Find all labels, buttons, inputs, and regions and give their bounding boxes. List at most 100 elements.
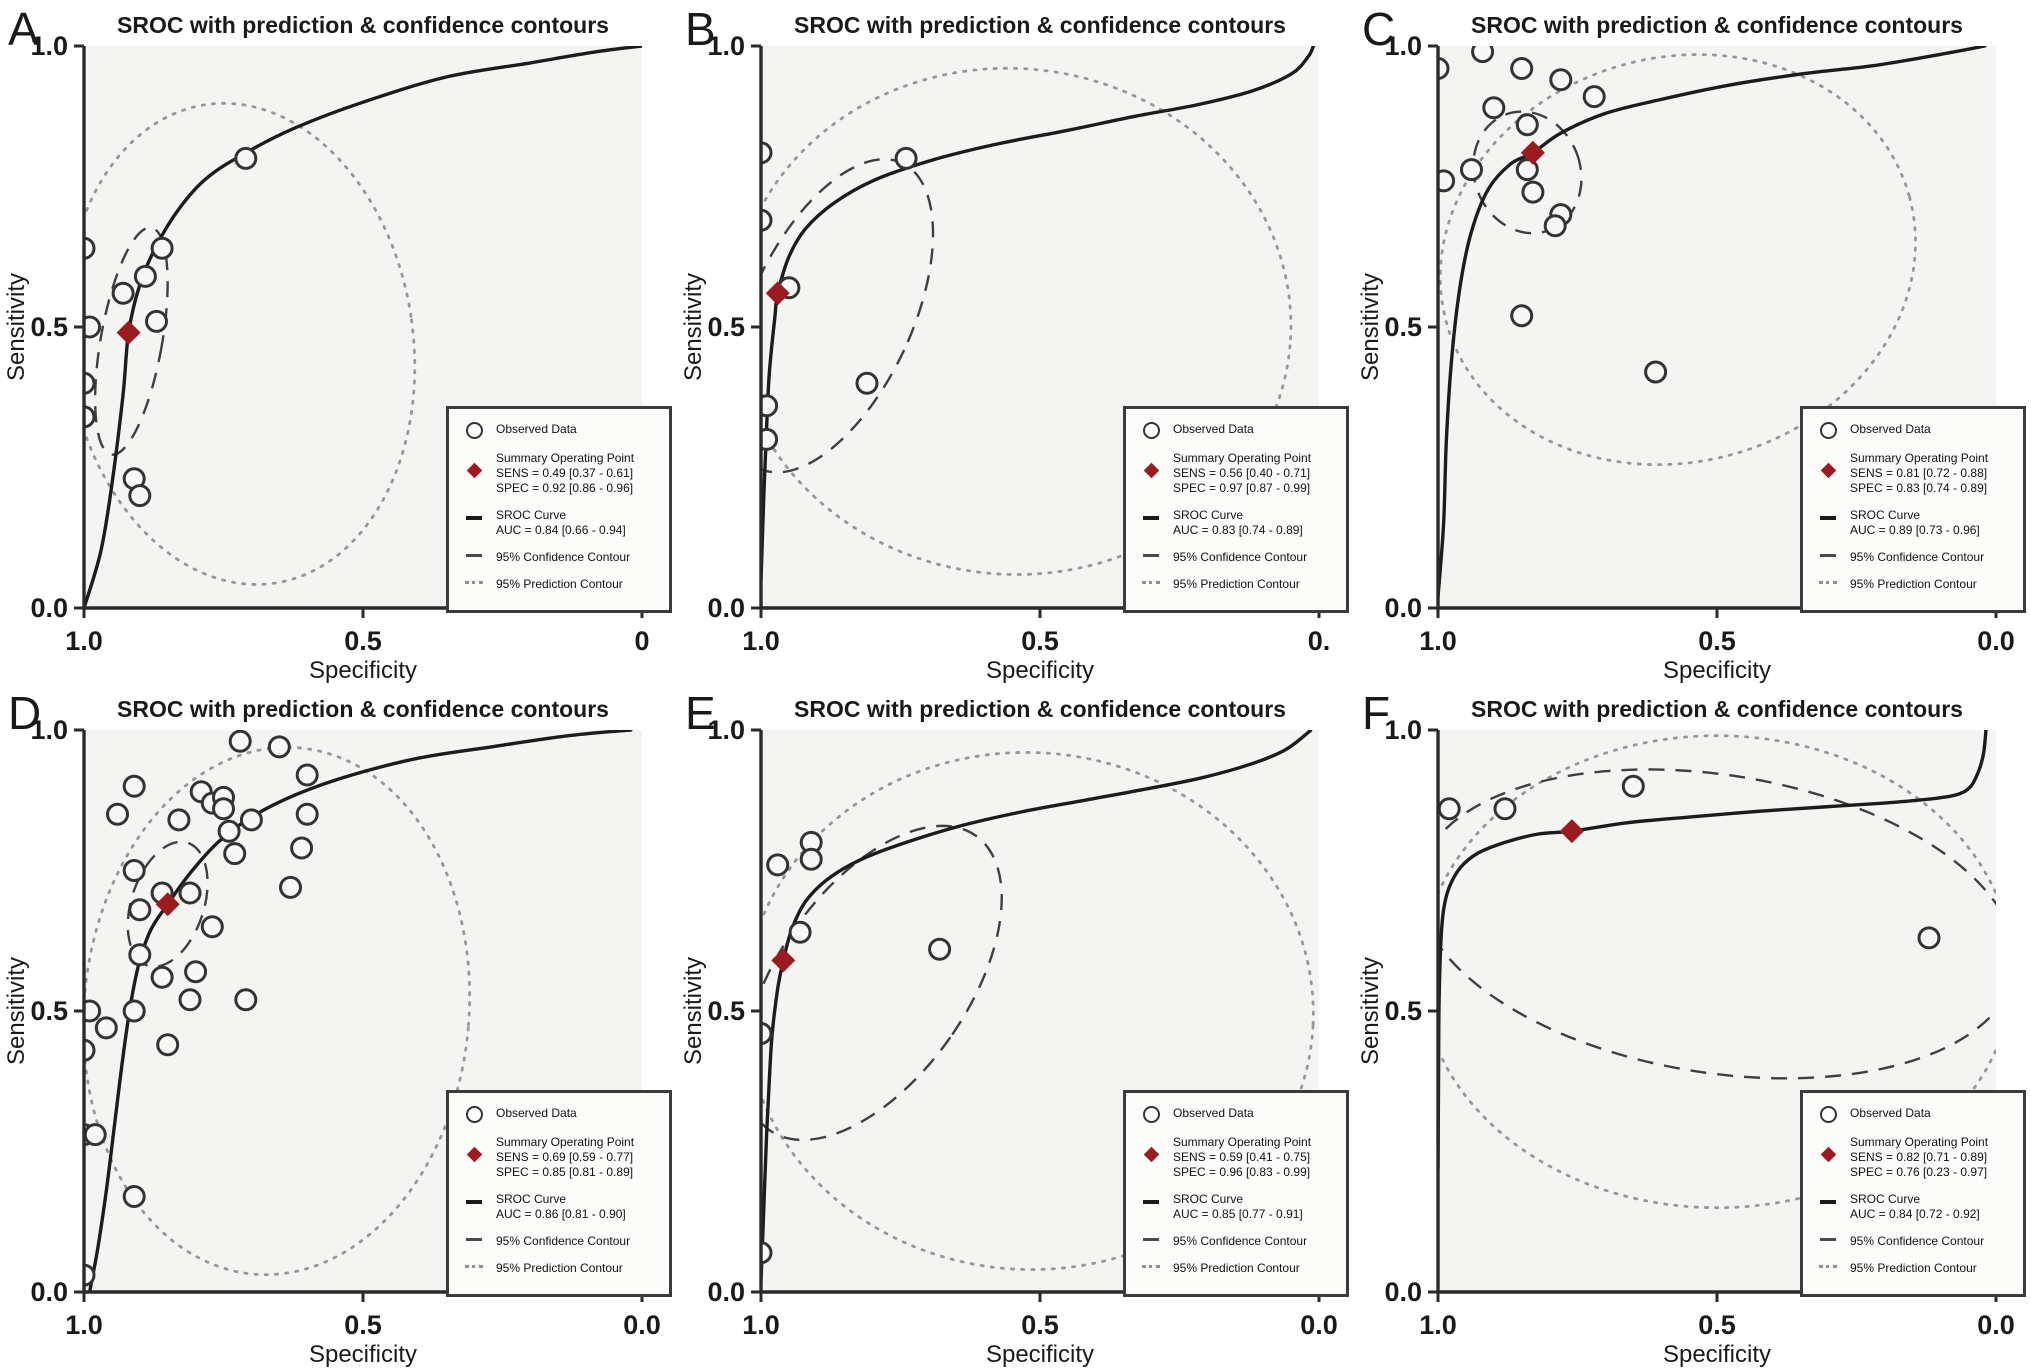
legend-confidence-label: 95% Confidence Contour bbox=[1173, 1234, 1308, 1248]
legend-sens-value: SENS = 0.49 [0.37 - 0.61] bbox=[496, 466, 634, 480]
legend-observed-label: Observed Data bbox=[496, 422, 577, 436]
svg-text:Sensitivity: Sensitivity bbox=[1357, 273, 1384, 381]
legend-prediction-label: 95% Prediction Contour bbox=[1173, 577, 1300, 591]
prediction-contour-icon bbox=[465, 1265, 483, 1268]
legend-summary-title: Summary Operating Point bbox=[1850, 1135, 1989, 1149]
panel-letter: B bbox=[685, 3, 716, 55]
panel-title: SROC with prediction & confidence contou… bbox=[117, 12, 609, 38]
legend-confidence-label: 95% Confidence Contour bbox=[496, 550, 631, 564]
sroc-curve-icon bbox=[1820, 516, 1836, 520]
legend-item-prediction: 95% Prediction Contour bbox=[461, 577, 661, 592]
legend-box: Observed Data Summary Operating Point SE… bbox=[1123, 1090, 1349, 1297]
svg-text:Specificity: Specificity bbox=[986, 1341, 1094, 1368]
legend-item-sroc: SROC Curve AUC = 0.85 [0.77 - 0.91] bbox=[1138, 1192, 1338, 1222]
legend-item-confidence: 95% Confidence Contour bbox=[461, 1234, 661, 1249]
legend-sens-value: SENS = 0.81 [0.72 - 0.88] bbox=[1850, 466, 1988, 480]
confidence-contour-icon bbox=[1143, 554, 1159, 557]
prediction-contour-icon bbox=[1142, 581, 1160, 584]
legend-item-summary: Summary Operating Point SENS = 0.49 [0.3… bbox=[461, 451, 661, 496]
legend-auc-value: AUC = 0.84 [0.66 - 0.94] bbox=[496, 523, 626, 537]
legend-summary-title: Summary Operating Point bbox=[1850, 451, 1989, 465]
legend-item-confidence: 95% Confidence Contour bbox=[1815, 1234, 2015, 1249]
panel-letter: C bbox=[1362, 3, 1396, 55]
legend-sroc-title: SROC Curve bbox=[1173, 508, 1244, 522]
legend-sens-value: SENS = 0.59 [0.41 - 0.75] bbox=[1173, 1150, 1311, 1164]
svg-text:Sensitivity: Sensitivity bbox=[680, 273, 707, 381]
legend-observed-label: Observed Data bbox=[496, 1106, 577, 1120]
legend-prediction-label: 95% Prediction Contour bbox=[1850, 1261, 1977, 1275]
summary-point-icon bbox=[1820, 1146, 1836, 1163]
svg-text:0.5: 0.5 bbox=[1384, 312, 1422, 342]
legend-item-confidence: 95% Confidence Contour bbox=[1138, 1234, 1338, 1249]
svg-text:0.5: 0.5 bbox=[707, 996, 745, 1026]
legend-spec-value: SPEC = 0.96 [0.83 - 0.99] bbox=[1173, 1165, 1311, 1179]
legend-item-observed: Observed Data bbox=[461, 422, 661, 439]
panel-b: B SROC with prediction & confidence cont… bbox=[677, 0, 1354, 684]
legend-prediction-label: 95% Prediction Contour bbox=[496, 577, 623, 591]
svg-text:1.0: 1.0 bbox=[742, 1310, 780, 1340]
confidence-contour-icon bbox=[466, 1238, 482, 1241]
legend-box: Observed Data Summary Operating Point SE… bbox=[446, 406, 672, 613]
svg-text:1.0: 1.0 bbox=[707, 715, 745, 745]
legend-confidence-label: 95% Confidence Contour bbox=[1850, 550, 1985, 564]
svg-text:0.0: 0.0 bbox=[1977, 1310, 2015, 1340]
legend-item-observed: Observed Data bbox=[1815, 1106, 2015, 1123]
legend-observed-label: Observed Data bbox=[1173, 1106, 1254, 1120]
panel-f: F SROC with prediction & confidence cont… bbox=[1354, 684, 2031, 1368]
legend-item-observed: Observed Data bbox=[1138, 1106, 1338, 1123]
legend-item-observed: Observed Data bbox=[1138, 422, 1338, 439]
svg-text:1.0: 1.0 bbox=[1419, 1310, 1457, 1340]
legend-item-summary: Summary Operating Point SENS = 0.59 [0.4… bbox=[1138, 1135, 1338, 1180]
legend-item-confidence: 95% Confidence Contour bbox=[461, 550, 661, 565]
legend-prediction-label: 95% Prediction Contour bbox=[496, 1261, 623, 1275]
legend-sroc-title: SROC Curve bbox=[1850, 508, 1921, 522]
svg-text:0.5: 0.5 bbox=[344, 626, 382, 656]
svg-text:0.5: 0.5 bbox=[1384, 996, 1422, 1026]
svg-text:0.5: 0.5 bbox=[707, 312, 745, 342]
sroc-curve-icon bbox=[1820, 1200, 1836, 1204]
svg-text:0.0: 0.0 bbox=[30, 1277, 68, 1307]
svg-text:1.0: 1.0 bbox=[65, 1310, 103, 1340]
legend-item-observed: Observed Data bbox=[461, 1106, 661, 1123]
panel-e: E SROC with prediction & confidence cont… bbox=[677, 684, 1354, 1368]
legend-item-sroc: SROC Curve AUC = 0.86 [0.81 - 0.90] bbox=[461, 1192, 661, 1222]
legend-item-sroc: SROC Curve AUC = 0.89 [0.73 - 0.96] bbox=[1815, 508, 2015, 538]
legend-auc-value: AUC = 0.83 [0.74 - 0.89] bbox=[1173, 523, 1303, 537]
observed-data-icon bbox=[1142, 1106, 1160, 1123]
legend-spec-value: SPEC = 0.85 [0.81 - 0.89] bbox=[496, 1165, 634, 1179]
legend-item-prediction: 95% Prediction Contour bbox=[1138, 577, 1338, 592]
panel-letter: D bbox=[8, 687, 42, 739]
legend-item-summary: Summary Operating Point SENS = 0.56 [0.4… bbox=[1138, 451, 1338, 496]
prediction-contour-icon bbox=[1142, 1265, 1160, 1268]
panel-letter: E bbox=[685, 687, 716, 739]
legend-confidence-label: 95% Confidence Contour bbox=[1173, 550, 1308, 564]
confidence-contour-icon bbox=[1143, 1238, 1159, 1241]
legend-sens-value: SENS = 0.56 [0.40 - 0.71] bbox=[1173, 466, 1311, 480]
svg-text:1.0: 1.0 bbox=[1419, 626, 1457, 656]
panel-title: SROC with prediction & confidence contou… bbox=[794, 696, 1286, 722]
svg-text:Sensitivity: Sensitivity bbox=[3, 957, 30, 1065]
sroc-curve-icon bbox=[1143, 1200, 1159, 1204]
svg-text:Specificity: Specificity bbox=[1663, 1341, 1771, 1368]
observed-data-icon bbox=[1819, 1106, 1837, 1123]
legend-summary-title: Summary Operating Point bbox=[1173, 1135, 1312, 1149]
legend-box: Observed Data Summary Operating Point SE… bbox=[1123, 406, 1349, 613]
legend-observed-label: Observed Data bbox=[1850, 1106, 1931, 1120]
legend-sens-value: SENS = 0.82 [0.71 - 0.89] bbox=[1850, 1150, 1988, 1164]
legend-sroc-title: SROC Curve bbox=[1173, 1192, 1244, 1206]
svg-text:0.5: 0.5 bbox=[1698, 626, 1736, 656]
legend-observed-label: Observed Data bbox=[1850, 422, 1931, 436]
legend-item-confidence: 95% Confidence Contour bbox=[1815, 550, 2015, 565]
summary-point-icon bbox=[1820, 462, 1836, 479]
svg-text:0: 0 bbox=[634, 626, 649, 656]
legend-prediction-label: 95% Prediction Contour bbox=[1173, 1261, 1300, 1275]
legend-item-observed: Observed Data bbox=[1815, 422, 2015, 439]
legend-prediction-label: 95% Prediction Contour bbox=[1850, 577, 1977, 591]
legend-item-prediction: 95% Prediction Contour bbox=[461, 1261, 661, 1276]
svg-text:1.0: 1.0 bbox=[65, 626, 103, 656]
legend-sroc-title: SROC Curve bbox=[496, 1192, 567, 1206]
svg-text:1.0: 1.0 bbox=[1384, 31, 1422, 61]
panel-title: SROC with prediction & confidence contou… bbox=[794, 12, 1286, 38]
